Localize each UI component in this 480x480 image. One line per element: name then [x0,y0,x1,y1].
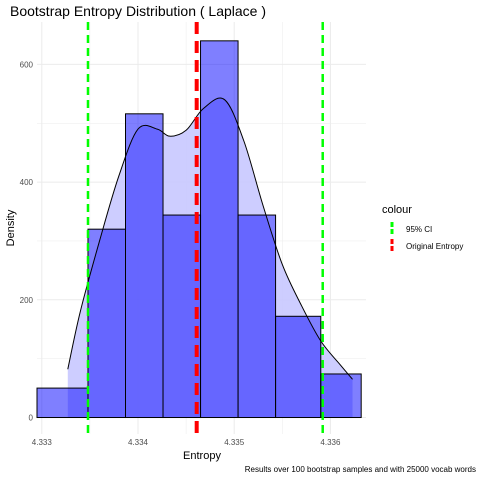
y-tick-label: 600 [20,60,34,69]
histogram-bar-2 [125,113,164,419]
histogram-bar-4 [200,40,239,419]
y-axis-ticks: 0 200 400 600 [20,60,34,422]
histogram-bar-0 [36,387,89,419]
x-tick-label: 4.334 [128,438,149,447]
density-outline-group [67,97,353,380]
x-tick-label: 4.336 [320,438,341,447]
histogram-bar-6 [275,315,322,419]
chart-title: Bootstrap Entropy Distribution ( Laplace… [10,3,266,19]
histogram-bar-3 [162,214,202,419]
chart-caption: Results over 100 bootstrap samples and w… [245,465,476,474]
y-tick-label: 400 [20,178,34,187]
y-tick-label: 200 [20,296,34,305]
histogram-bar-5 [237,214,277,419]
y-tick-label: 0 [29,414,34,423]
density-curve [67,97,353,380]
x-tick-label: 4.333 [32,438,53,447]
x-tick-label: 4.335 [224,438,245,447]
y-axis-title: Density [5,209,17,246]
histogram-bar-7 [320,373,362,419]
x-axis-title: Entropy [183,450,221,462]
legend-title: colour [382,204,412,216]
legend-label-1: Original Entropy [406,242,463,251]
reference-lines [86,22,324,434]
legend-label-0: 95% CI [406,225,432,234]
histogram-bar-1 [87,228,127,419]
legend: colour 95% CI Original Entropy [382,204,463,253]
x-axis-ticks: 4.333 4.334 4.335 4.336 [32,438,341,447]
